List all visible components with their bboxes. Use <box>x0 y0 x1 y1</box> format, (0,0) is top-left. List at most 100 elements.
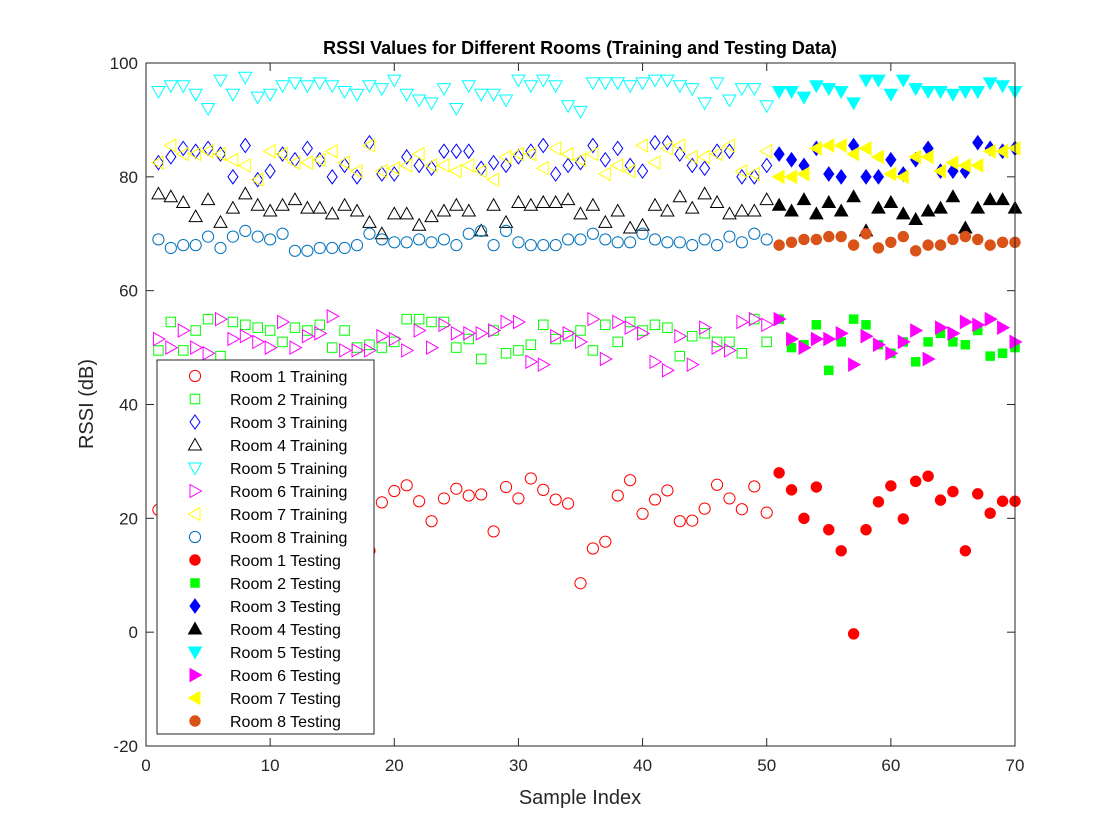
data-point <box>537 137 549 154</box>
y-tick-label: 100 <box>110 54 138 73</box>
data-point <box>997 320 1011 336</box>
data-point <box>959 314 973 330</box>
data-point <box>995 192 1010 206</box>
data-point <box>339 157 351 174</box>
data-point <box>858 74 874 88</box>
data-point <box>710 478 724 491</box>
data-point <box>535 74 551 88</box>
data-point <box>401 343 415 358</box>
legend-marker <box>188 369 202 383</box>
data-point <box>550 166 562 182</box>
legend-entry: Room 4 Testing <box>187 621 341 639</box>
data-point <box>1007 141 1021 156</box>
data-point <box>560 100 576 114</box>
data-point <box>736 348 748 359</box>
data-point <box>773 239 785 251</box>
data-point <box>437 492 451 505</box>
data-point <box>662 322 673 333</box>
data-point <box>599 233 612 246</box>
legend-label: Room 1 Training <box>230 369 347 386</box>
data-point <box>537 239 550 252</box>
data-point <box>922 239 934 251</box>
data-point <box>885 236 897 248</box>
data-point <box>736 168 748 185</box>
data-point <box>945 189 961 203</box>
legend-label: Room 6 Testing <box>230 668 341 685</box>
data-point <box>237 71 253 85</box>
data-point <box>661 236 674 249</box>
legend-label: Room 8 Training <box>230 530 347 547</box>
data-point <box>636 507 649 520</box>
x-tick-label: 10 <box>261 756 280 775</box>
data-point <box>548 141 562 156</box>
legend-label: Room 8 Testing <box>230 714 341 731</box>
data-point <box>512 314 526 330</box>
data-point <box>711 340 725 355</box>
legend-marker <box>189 414 201 430</box>
data-point <box>525 339 537 350</box>
data-point <box>264 325 276 336</box>
data-point <box>486 197 501 211</box>
data-point <box>660 203 675 217</box>
data-point <box>349 163 363 179</box>
data-point <box>612 314 626 330</box>
data-point <box>473 223 489 237</box>
data-point <box>462 489 475 502</box>
data-point <box>376 328 390 344</box>
legend-label: Room 6 Training <box>230 484 347 501</box>
data-point <box>163 189 179 203</box>
data-point <box>759 192 775 206</box>
data-point <box>847 239 860 251</box>
data-point <box>326 342 338 353</box>
data-point <box>835 325 849 341</box>
legend-label: Room 3 Training <box>230 415 347 432</box>
data-point <box>945 88 961 102</box>
data-point <box>324 80 340 94</box>
data-point <box>957 85 973 99</box>
data-point <box>908 212 924 226</box>
legend-entry: Room 6 Training <box>189 483 347 501</box>
data-point <box>659 141 673 156</box>
series-room-7-training <box>150 138 773 188</box>
data-point <box>923 337 933 347</box>
data-point <box>275 80 290 94</box>
data-point <box>761 317 775 333</box>
data-point <box>498 94 514 108</box>
data-point <box>175 80 191 94</box>
data-point <box>796 192 812 206</box>
data-point <box>386 160 400 176</box>
data-point <box>835 545 847 557</box>
chart-title: RSSI Values for Different Rooms (Trainin… <box>323 38 837 58</box>
data-point <box>349 88 365 102</box>
data-point <box>151 85 166 99</box>
data-point <box>535 160 549 176</box>
data-point <box>736 314 750 330</box>
data-point <box>810 481 823 493</box>
data-point <box>648 493 662 506</box>
data-point <box>649 319 661 331</box>
data-point <box>475 353 487 365</box>
data-point <box>250 197 266 211</box>
data-point <box>908 83 924 97</box>
data-point <box>798 512 810 525</box>
data-point <box>400 479 413 492</box>
data-point <box>487 525 500 538</box>
data-point <box>262 88 278 102</box>
data-point <box>699 160 711 177</box>
data-point <box>326 241 339 255</box>
y-tick-label: 0 <box>129 623 138 642</box>
data-point <box>698 502 711 515</box>
data-point <box>262 143 276 159</box>
data-point <box>190 325 201 336</box>
x-tick-label: 60 <box>881 756 900 775</box>
data-point <box>227 316 239 328</box>
data-point <box>872 496 885 508</box>
data-point <box>473 88 489 102</box>
data-point <box>363 227 376 240</box>
data-point <box>611 489 624 502</box>
legend-entry: Room 1 Training <box>188 369 347 386</box>
data-point <box>959 545 972 557</box>
data-point <box>785 484 798 496</box>
data-point <box>213 214 228 228</box>
